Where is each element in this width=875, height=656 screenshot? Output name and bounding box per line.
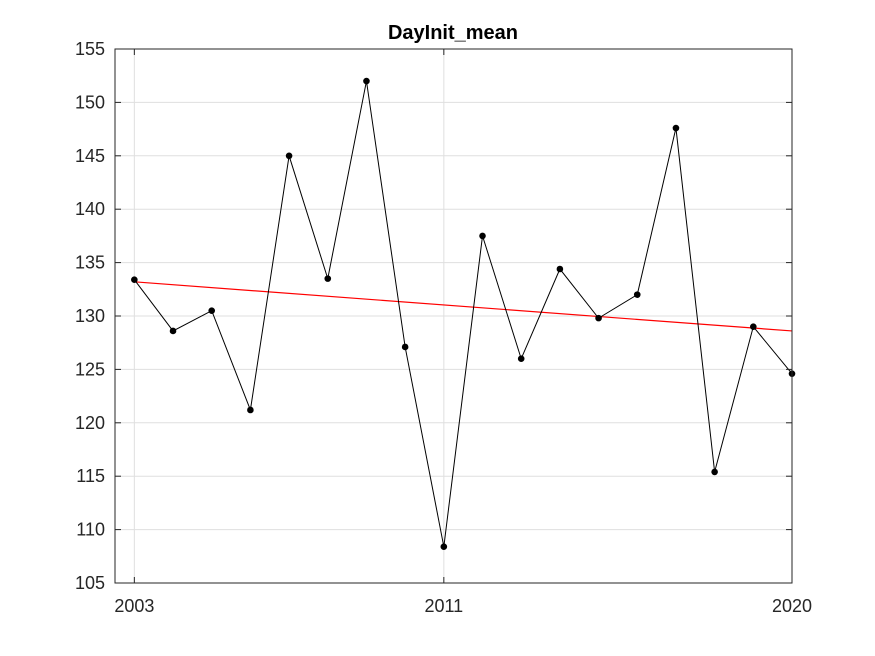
data-point-0-3 [247, 406, 254, 414]
y-tick-label-6: 135 [75, 253, 105, 273]
y-tick-label-4: 125 [75, 359, 105, 379]
data-point-0-6 [363, 77, 370, 85]
y-tick-label-9: 150 [75, 92, 105, 112]
data-point-0-2 [208, 307, 216, 314]
y-tick-label-0: 105 [75, 573, 105, 593]
data-point-0-16 [750, 323, 757, 330]
y-tick-label-10: 155 [75, 39, 105, 59]
data-point-0-15 [711, 468, 718, 476]
x-tick-label-0: 2003 [114, 596, 154, 616]
y-tick-label-8: 145 [75, 146, 105, 166]
y-tick-label-5: 130 [75, 306, 105, 326]
data-point-0-12 [595, 314, 602, 322]
y-tick-label-3: 120 [75, 413, 105, 433]
data-point-0-11 [556, 265, 564, 273]
data-point-0-13 [633, 291, 641, 298]
data-point-0-8 [440, 543, 448, 550]
series-layer [131, 77, 796, 550]
y-tick-label-1: 110 [76, 520, 105, 540]
x-tick-label-2: 2020 [772, 596, 812, 616]
tick-labels: 105 110 115 120 125 130 135 140 145 150 155 2003 201… [75, 39, 812, 616]
data-point-0-9 [479, 232, 486, 240]
data-point-0-14 [672, 124, 680, 132]
data-point-0-5 [324, 275, 332, 282]
y-tick-label-2: 115 [76, 466, 105, 486]
x-tick-label-1: 2011 [424, 596, 463, 616]
trend-line [134, 281, 793, 332]
chart-title: DayInit_mean [388, 22, 518, 44]
data-point-0-1 [169, 327, 177, 335]
data-point-0-4 [285, 152, 293, 160]
y-tick-label-7: 140 [75, 199, 105, 219]
data-point-0-0 [131, 276, 138, 283]
trend-line-layer [134, 281, 793, 332]
series-line-0 [133, 80, 793, 547]
data-point-0-10 [517, 355, 525, 363]
data-point-0-7 [401, 343, 409, 351]
axes [114, 48, 793, 584]
